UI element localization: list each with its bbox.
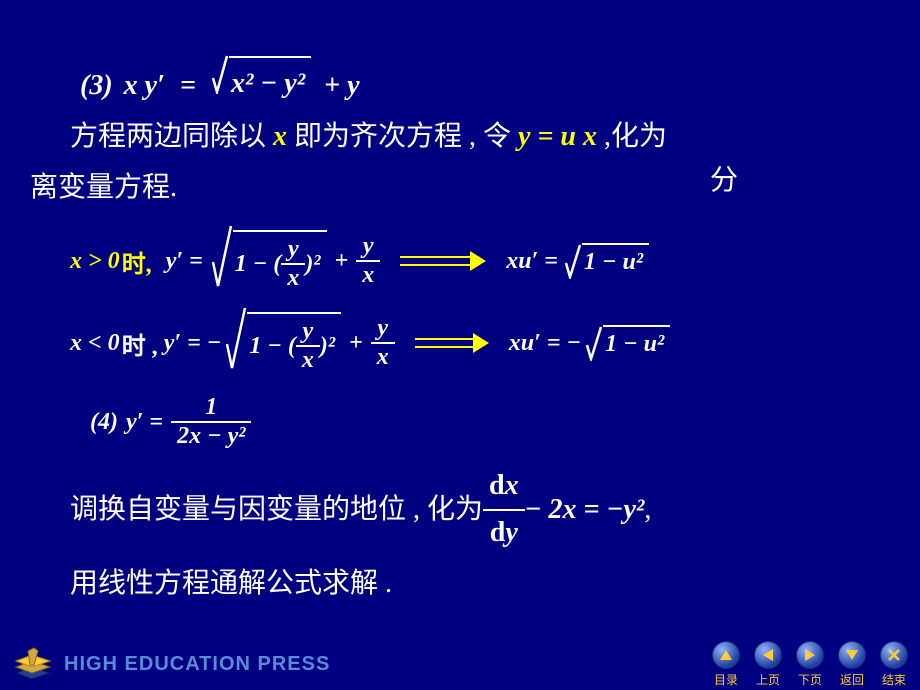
neg-result-sqrt: 1 − u²	[585, 325, 670, 361]
text-line2: 离变量方程.	[30, 172, 177, 203]
nav-toc-label: 目录	[714, 671, 738, 688]
explain-line-1b: 离变量方程.	[30, 166, 890, 211]
var-x: x	[273, 121, 287, 152]
brand-text: HIGH EDUCATION PRESS	[64, 653, 330, 676]
nav-prev-label: 上页	[756, 671, 780, 688]
nav-back-label: 返回	[840, 671, 864, 688]
pos-sqrt: 1 − ( y x )²	[211, 230, 327, 292]
triangle-left-icon	[754, 641, 782, 669]
text-pre: 方程两边同除以	[70, 121, 273, 152]
neg-lhs: y′ = −	[164, 330, 222, 357]
neg-sqrt-post: )²	[320, 333, 335, 360]
neg-plus: +	[349, 330, 363, 357]
text-post1: ,化为	[597, 121, 667, 152]
arrow-right-icon	[413, 331, 491, 355]
books-icon	[12, 645, 54, 683]
nav-end-button[interactable]: 结束	[880, 641, 908, 688]
pos-frac-yx-1: y x	[281, 236, 305, 292]
triangle-down-icon	[838, 641, 866, 669]
cond-neg-post: 时 ,	[122, 326, 158, 361]
nav-buttons: 目录 上页 下页 返回 结束	[712, 641, 908, 688]
nav-next-label: 下页	[798, 671, 822, 688]
cond-neg: x < 0	[70, 330, 120, 357]
p4a-mid: − 2x = −y²	[525, 488, 645, 533]
explain-line-1: 方程两边同除以 x 即为齐次方程 , 令 y = u x ,化为 分	[70, 115, 890, 160]
cond-pos-post: 时,	[122, 244, 152, 279]
nav-next-button[interactable]: 下页	[796, 641, 824, 688]
nav-toc-button[interactable]: 目录	[712, 641, 740, 688]
arrow-right-icon	[398, 249, 488, 273]
explain-line-4b: 用线性方程通解公式求解 .	[70, 562, 890, 607]
triangle-right-icon	[796, 641, 824, 669]
nav-end-label: 结束	[882, 671, 906, 688]
triangle-up-icon	[712, 641, 740, 669]
problem-label-3: (3)	[80, 70, 113, 101]
problem-label-4: (4)	[90, 409, 118, 436]
explain-line-4a: 调换自变量与因变量的地位 , 化为 dx dy − 2x = −y² ,	[70, 464, 890, 556]
pos-result-l: xu′ =	[506, 248, 558, 275]
text-cont: 分	[710, 159, 738, 204]
eq3-tail: + y	[324, 70, 359, 101]
pos-sqrt-post: )²	[305, 251, 320, 278]
pos-frac-yx-2: y x	[356, 233, 380, 289]
pos-sqrt-pre: 1 − (	[235, 251, 282, 278]
pos-plus: +	[335, 248, 349, 275]
brand: HIGH EDUCATION PRESS	[12, 645, 330, 683]
neg-result-l: xu′ = −	[509, 330, 581, 357]
equation-3: (3) x y′ = x² − y² + y	[80, 56, 890, 109]
subst-yux: y = u x	[518, 121, 597, 152]
close-icon	[880, 641, 908, 669]
nav-back-button[interactable]: 返回	[838, 641, 866, 688]
text-mid: 即为齐次方程 , 令	[287, 121, 518, 152]
pos-lhs: y′ =	[166, 248, 203, 275]
nav-prev-button[interactable]: 上页	[754, 641, 782, 688]
pos-result-sqrt: 1 − u²	[564, 243, 649, 279]
eq4-frac: 1 2x − y²	[171, 394, 251, 450]
cond-pos: x > 0	[70, 248, 120, 275]
eq3-lhs: x y′	[124, 70, 165, 101]
eq3-radicand: x² − y²	[229, 56, 311, 107]
neg-frac-yx-2: y x	[371, 315, 395, 371]
p4a-tail: ,	[644, 488, 651, 533]
p4a-pre: 调换自变量与因变量的地位 , 化为	[70, 488, 483, 533]
eq3-equals: =	[180, 70, 196, 101]
p4a-deriv: dx dy	[483, 464, 525, 556]
eq3-sqrt: x² − y²	[211, 56, 311, 107]
slide-content: (3) x y′ = x² − y² + y 方程两边同除以 x 即为齐次方程 …	[0, 0, 920, 607]
case-negative: x < 0 时 , y′ = − 1 − ( y x )² + y x	[70, 312, 890, 374]
eq4-lhs: y′ =	[126, 409, 163, 436]
neg-sqrt: 1 − ( y x )²	[225, 312, 341, 374]
equation-4: (4) y′ = 1 2x − y²	[90, 394, 890, 450]
neg-frac-yx-1: y x	[296, 318, 320, 374]
bottom-bar: HIGH EDUCATION PRESS 目录 上页 下页 返回	[0, 638, 920, 690]
case-positive: x > 0 时, y′ = 1 − ( y x )² + y x	[70, 230, 890, 292]
neg-sqrt-pre: 1 − (	[249, 333, 296, 360]
